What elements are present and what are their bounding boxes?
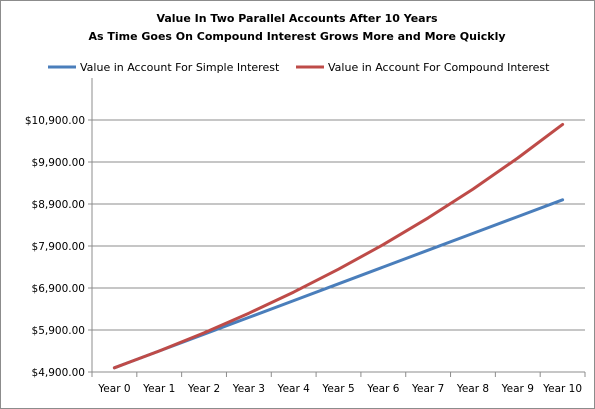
x-tick-label: Year 7 [411, 383, 444, 395]
x-axis-tick-labels: Year 0 Year 1 Year 2 Year 3 Year 4 Year 5 Year… [97, 383, 582, 395]
legend-label-compound: Value in Account For Compound Interest [328, 61, 550, 74]
x-tick-label: Year 1 [142, 383, 175, 395]
y-tick-label: $10,900.00 [25, 115, 85, 127]
y-axis-tick-labels: $4,900.00 $5,900.00 $6,900.00 $7,900.00 $8,9… [25, 115, 85, 379]
chart-title-line-1: Value In Two Parallel Accounts After 10 … [156, 12, 438, 25]
gridlines [88, 119, 585, 373]
x-tick-label: Year 0 [97, 383, 130, 395]
x-tick-label: Year 9 [501, 383, 534, 395]
y-tick-label: $7,900.00 [32, 241, 85, 253]
x-tick-label: Year 3 [232, 383, 265, 395]
y-tick-label: $5,900.00 [32, 325, 85, 337]
y-tick-label: $8,900.00 [32, 199, 85, 211]
x-tick-label: Year 10 [542, 383, 582, 395]
axes [91, 78, 586, 377]
y-tick-label: $4,900.00 [32, 367, 85, 379]
y-tick-label: $6,900.00 [32, 283, 85, 295]
x-tick-label: Year 4 [277, 383, 311, 395]
x-tick-label: Year 2 [187, 383, 220, 395]
series-line-compound-interest [112, 122, 565, 370]
x-tick-label: Year 6 [366, 383, 400, 395]
chart-title-line-2: As Time Goes On Compound Interest Grows … [88, 30, 505, 43]
legend-label-simple: Value in Account For Simple Interest [80, 61, 280, 74]
x-tick-label: Year 8 [456, 383, 489, 395]
x-tick-label: Year 5 [321, 383, 354, 395]
y-tick-label: $9,900.00 [32, 157, 85, 169]
legend: Value in Account For Simple Interest Val… [48, 61, 550, 74]
series-lines [112, 122, 565, 370]
